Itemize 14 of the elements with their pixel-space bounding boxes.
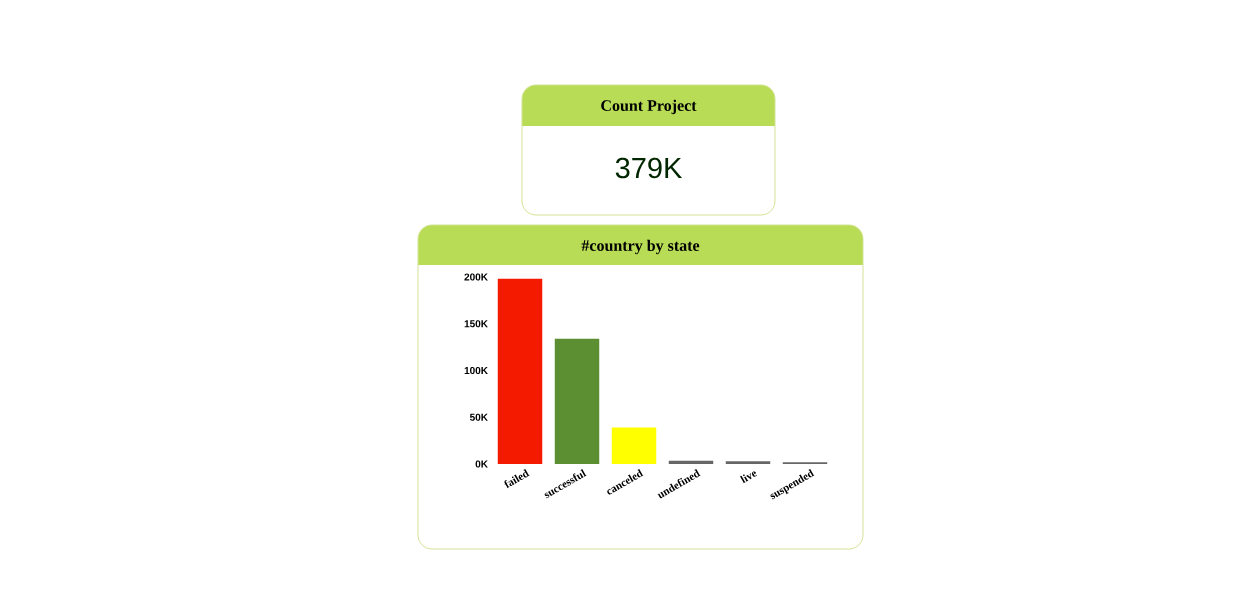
y-tick-label: 150K [464,320,488,328]
y-tick-label: 50K [469,413,488,421]
bar [611,427,657,464]
y-tick-label: 200K [464,273,488,281]
y-tick-label: 100K [464,366,488,375]
text: Count Project [601,99,697,115]
bar [497,278,543,464]
x-tick-label: live [739,471,758,484]
y-tick-label: 0K [475,460,488,468]
bar [554,338,600,464]
text: 379K [615,157,683,179]
bar [668,460,714,464]
chart-title: #country by state [581,239,700,255]
bar [725,461,771,464]
